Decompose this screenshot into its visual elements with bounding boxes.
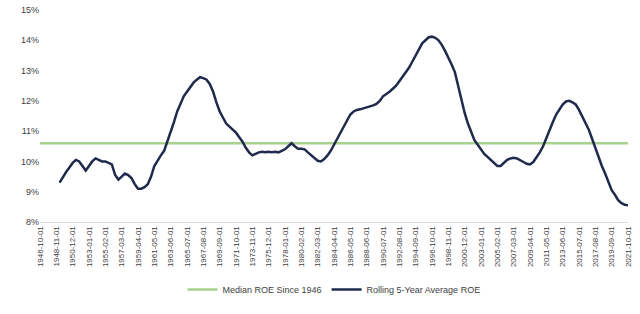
svg-text:1975-12-01: 1975-12-01 bbox=[264, 226, 273, 267]
svg-text:1946-10-01: 1946-10-01 bbox=[36, 226, 45, 267]
svg-text:2013-06-01: 2013-06-01 bbox=[558, 226, 567, 267]
svg-text:13%: 13% bbox=[21, 66, 39, 76]
svg-text:2000-12-01: 2000-12-01 bbox=[460, 226, 469, 267]
svg-text:14%: 14% bbox=[21, 35, 39, 45]
svg-text:2019-09-01: 2019-09-01 bbox=[607, 226, 616, 267]
svg-text:1967-08-01: 1967-08-01 bbox=[199, 226, 208, 267]
svg-text:1973-11-01: 1973-11-01 bbox=[248, 226, 257, 267]
svg-text:1959-04-01: 1959-04-01 bbox=[134, 226, 143, 267]
svg-text:1971-10-01: 1971-10-01 bbox=[232, 226, 241, 267]
svg-text:1996-10-01: 1996-10-01 bbox=[428, 226, 437, 267]
svg-text:Median ROE Since 1946: Median ROE Since 1946 bbox=[223, 285, 322, 295]
svg-text:1994-09-01: 1994-09-01 bbox=[411, 226, 420, 267]
svg-text:1978-01-01: 1978-01-01 bbox=[281, 226, 290, 267]
svg-text:1963-06-01: 1963-06-01 bbox=[166, 226, 175, 267]
svg-text:2015-07-01: 2015-07-01 bbox=[575, 226, 584, 267]
svg-text:1986-05-01: 1986-05-01 bbox=[346, 226, 355, 267]
svg-text:1980-02-01: 1980-02-01 bbox=[297, 226, 306, 267]
svg-text:2007-03-01: 2007-03-01 bbox=[509, 226, 518, 267]
svg-text:12%: 12% bbox=[21, 96, 39, 106]
svg-text:1965-07-01: 1965-07-01 bbox=[183, 226, 192, 267]
svg-text:1984-04-01: 1984-04-01 bbox=[330, 226, 339, 267]
svg-text:8%: 8% bbox=[26, 217, 39, 227]
svg-text:2005-02-01: 2005-02-01 bbox=[493, 226, 502, 267]
svg-text:1948-11-01: 1948-11-01 bbox=[52, 226, 61, 267]
svg-text:1992-08-01: 1992-08-01 bbox=[395, 226, 404, 267]
svg-text:10%: 10% bbox=[21, 157, 39, 167]
svg-text:1969-09-01: 1969-09-01 bbox=[215, 226, 224, 267]
svg-text:2003-01-01: 2003-01-01 bbox=[477, 226, 486, 267]
svg-text:1957-03-01: 1957-03-01 bbox=[117, 226, 126, 267]
svg-text:15%: 15% bbox=[21, 5, 39, 15]
svg-text:1982-03-01: 1982-03-01 bbox=[313, 226, 322, 267]
svg-text:2021-10-01: 2021-10-01 bbox=[624, 226, 633, 267]
svg-text:2011-05-01: 2011-05-01 bbox=[542, 226, 551, 267]
svg-text:2017-08-01: 2017-08-01 bbox=[591, 226, 600, 267]
svg-text:11%: 11% bbox=[22, 126, 39, 136]
svg-text:2009-04-01: 2009-04-01 bbox=[526, 226, 535, 267]
svg-text:1988-06-01: 1988-06-01 bbox=[362, 226, 371, 267]
svg-text:1953-01-01: 1953-01-01 bbox=[85, 226, 94, 267]
svg-text:1990-07-01: 1990-07-01 bbox=[379, 226, 388, 267]
svg-text:1950-12-01: 1950-12-01 bbox=[68, 226, 77, 267]
svg-text:Rolling 5-Year Average ROE: Rolling 5-Year Average ROE bbox=[367, 285, 481, 295]
svg-text:1998-11-01: 1998-11-01 bbox=[444, 226, 453, 267]
svg-text:9%: 9% bbox=[26, 187, 39, 197]
svg-text:1961-05-01: 1961-05-01 bbox=[150, 226, 159, 267]
svg-text:1955-02-01: 1955-02-01 bbox=[101, 226, 110, 267]
